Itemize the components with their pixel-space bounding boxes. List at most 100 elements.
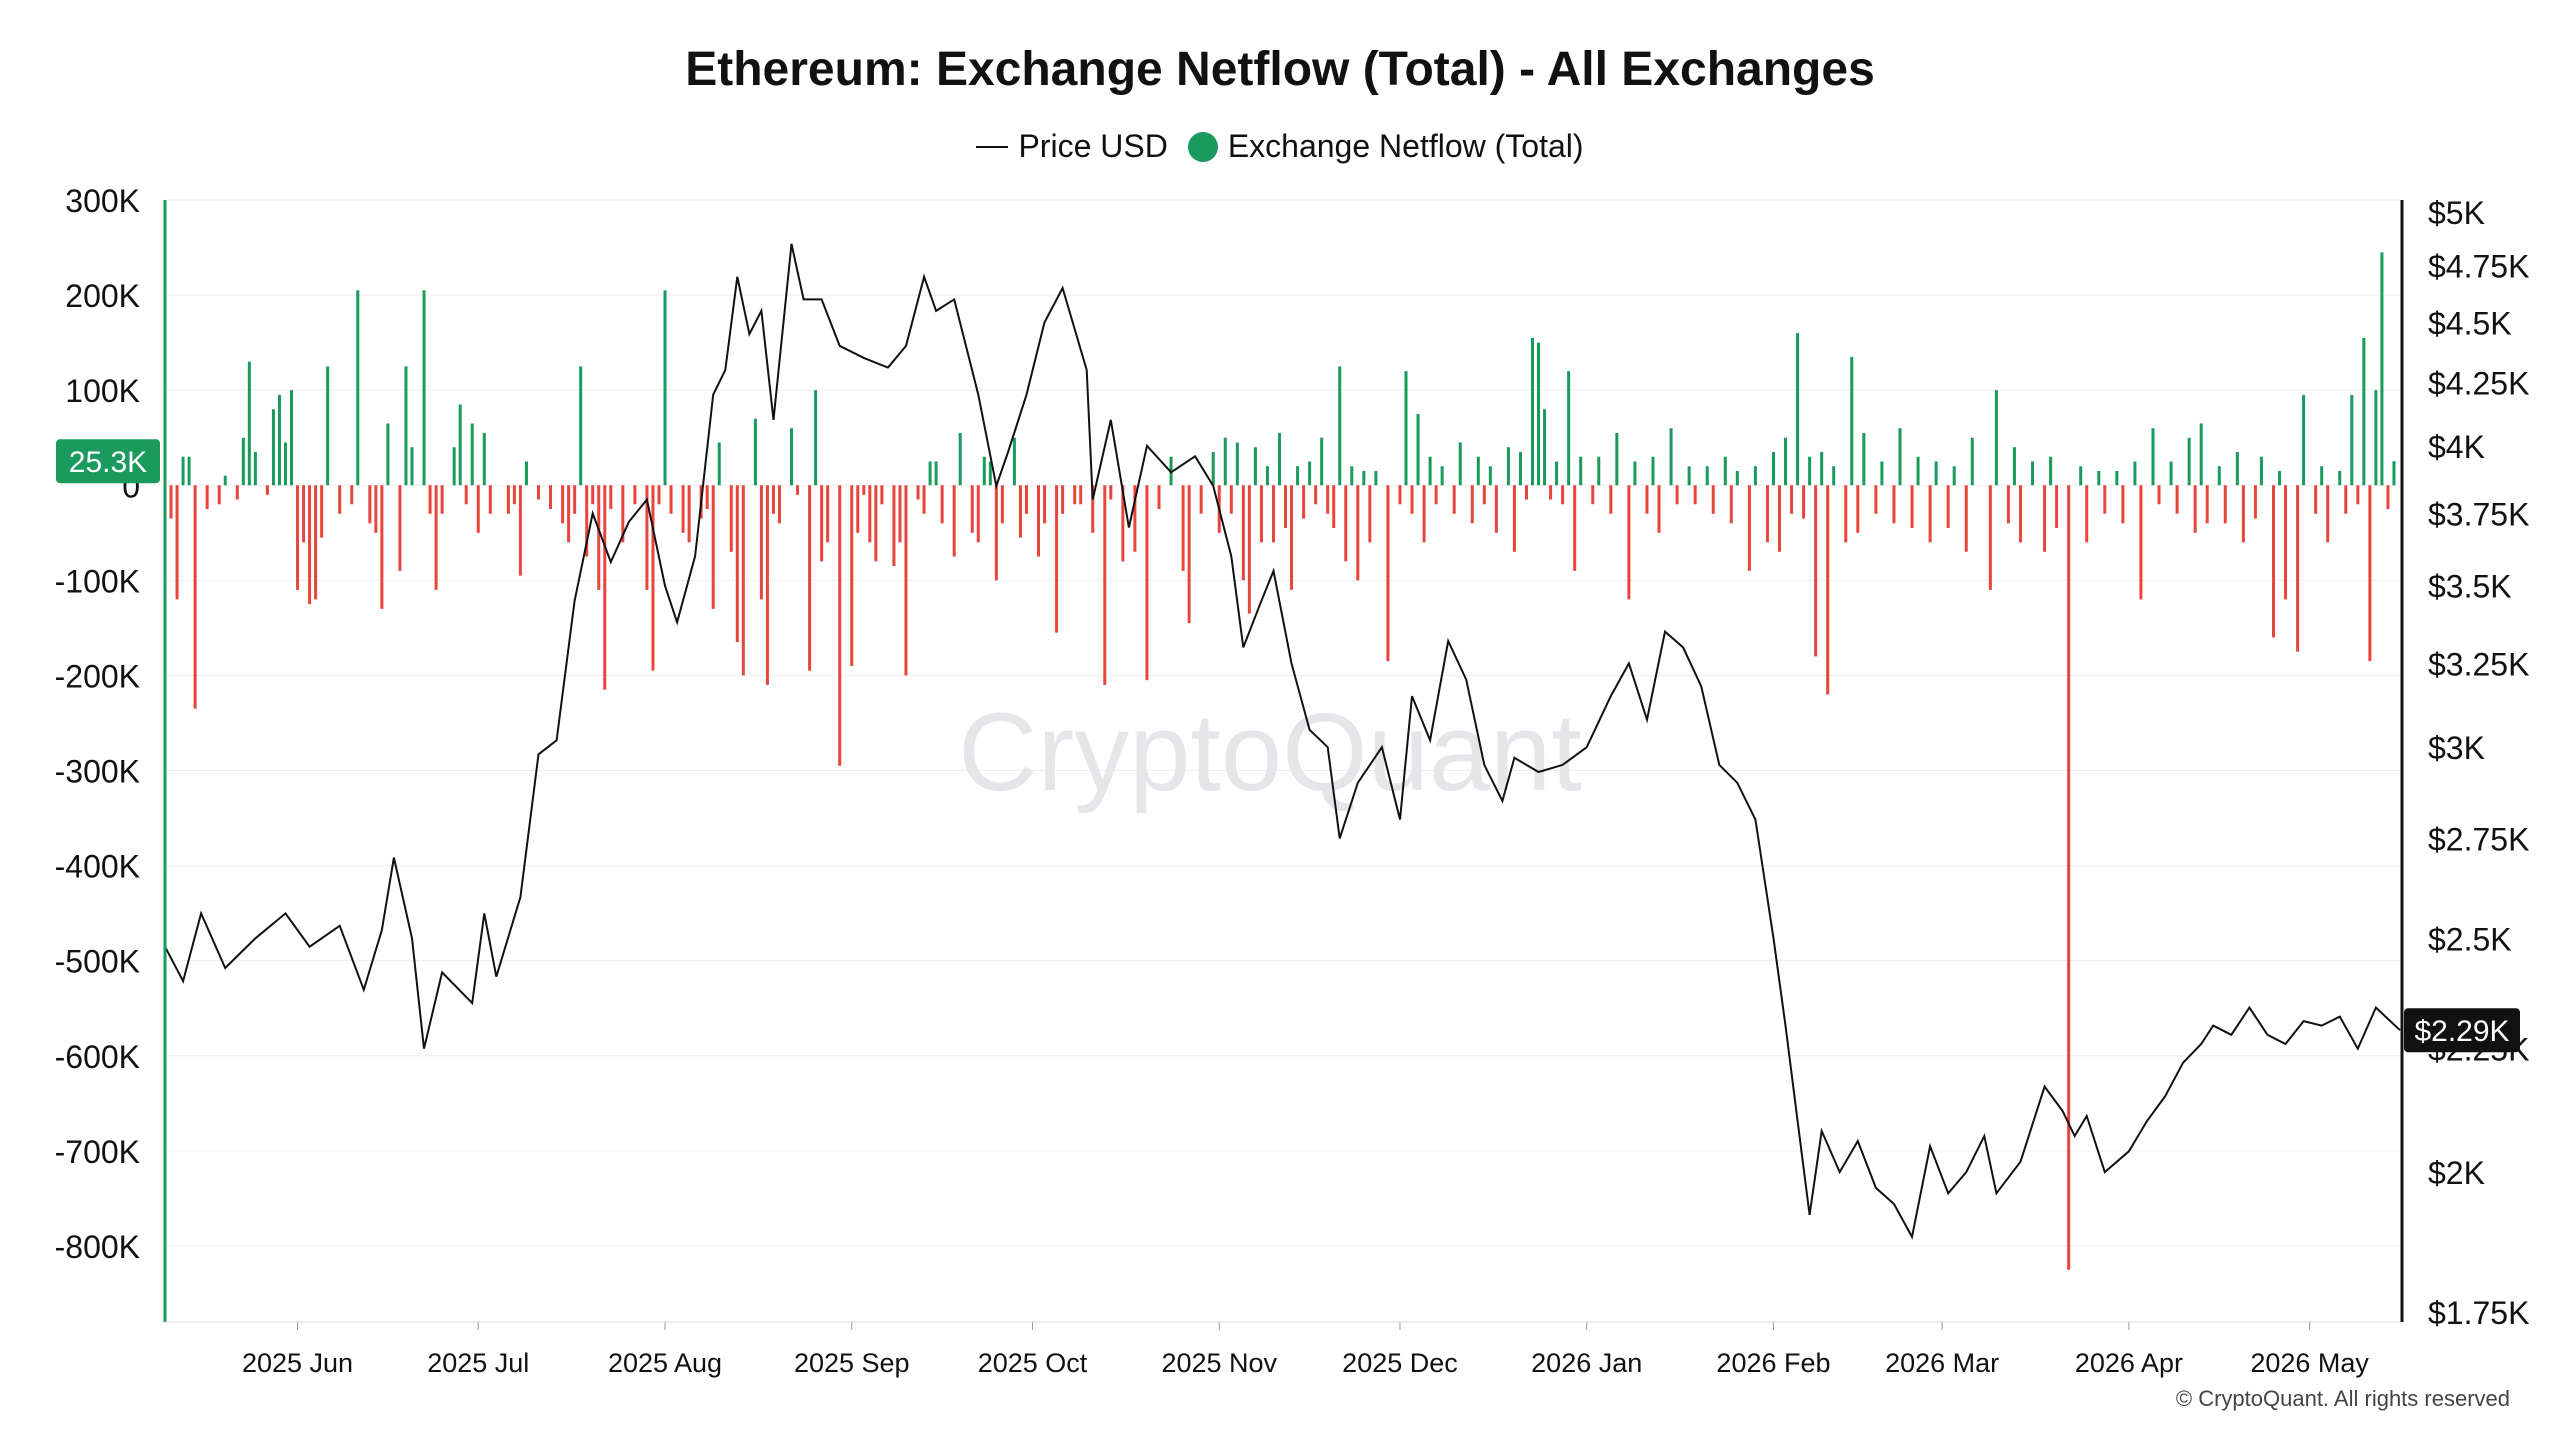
netflow-bar [603, 485, 607, 690]
netflow-bar [753, 418, 757, 486]
netflow-bar [1506, 447, 1510, 486]
netflow-bar [1874, 485, 1878, 514]
netflow-bar [1157, 485, 1161, 510]
netflow-bar [1747, 485, 1751, 571]
netflow-bar [1374, 470, 1378, 486]
netflow-bar [1386, 485, 1390, 662]
netflow-bar [1518, 451, 1522, 486]
netflow-bar [579, 366, 583, 486]
legend-label-netflow: Exchange Netflow (Total) [1227, 128, 1584, 164]
legend-item-netflow[interactable]: Exchange Netflow (Total) [1187, 128, 1584, 165]
right-tick-label: $3.5K [2428, 569, 2512, 605]
netflow-bar [1326, 485, 1330, 514]
netflow-bar [2121, 485, 2125, 524]
netflow-bar [253, 451, 257, 486]
netflow-bar [2031, 461, 2035, 486]
netflow-bar [952, 485, 956, 557]
netflow-bar [2067, 485, 2071, 1270]
x-tick-label: 2025 Aug [608, 1348, 722, 1378]
legend-line-symbol [976, 145, 1009, 148]
netflow-bar [2187, 437, 2191, 486]
left-tick-label: 300K [65, 183, 140, 219]
netflow-bar [404, 366, 408, 486]
netflow-bar [2151, 428, 2155, 486]
netflow-bar [1597, 456, 1601, 486]
netflow-bar [2235, 451, 2239, 486]
legend-item-price[interactable]: Price USD [976, 128, 1168, 165]
netflow-bar [591, 485, 595, 505]
netflow-bar [1410, 485, 1414, 514]
netflow-bar [464, 485, 468, 505]
right-tick-label: $3.75K [2428, 496, 2529, 532]
netflow-bar [1633, 461, 1637, 486]
netflow-bar [970, 485, 974, 533]
netflow-bar [2139, 485, 2143, 600]
netflow-bar [814, 390, 818, 486]
netflow-bar [1814, 485, 1818, 657]
netflow-bar [1543, 409, 1547, 486]
netflow-bar [1482, 485, 1486, 505]
right-tick-label: $1.75K [2428, 1295, 2529, 1331]
netflow-bar [868, 485, 872, 543]
netflow-bar [1416, 413, 1420, 486]
netflow-bar [2217, 466, 2221, 486]
netflow-bar [1946, 485, 1950, 529]
netflow-bar [2175, 485, 2179, 514]
x-tick-label: 2025 Jun [242, 1348, 353, 1378]
right-tick-label: $4.25K [2428, 365, 2529, 401]
netflow-bar [386, 423, 390, 486]
netflow-bar [2320, 466, 2324, 486]
netflow-bar [976, 485, 980, 543]
netflow-bar [711, 485, 715, 609]
netflow-bar [2043, 485, 2047, 552]
netflow-bar [187, 456, 191, 486]
netflow-bar [2326, 485, 2330, 543]
netflow-bar [1796, 333, 1800, 486]
price-current-label: $2.29K [2414, 1015, 2509, 1048]
netflow-bar [2278, 470, 2282, 486]
right-tick-label: $2K [2428, 1155, 2485, 1191]
netflow-bar [1271, 485, 1275, 543]
left-tick-label: -100K [55, 563, 140, 599]
netflow-bar [1892, 485, 1896, 524]
netflow-bar [1735, 470, 1739, 486]
netflow-bar [1573, 485, 1577, 571]
right-tick-label: $2.5K [2428, 921, 2512, 957]
netflow-bar [1675, 485, 1679, 505]
netflow-bar [1880, 461, 1884, 486]
netflow-bar [1091, 485, 1095, 533]
netflow-bar [2157, 485, 2161, 505]
netflow-bar [663, 290, 667, 486]
netflow-bar [1018, 485, 1022, 538]
netflow-bar [1121, 485, 1125, 562]
netflow-bar [452, 447, 456, 486]
netflow-bar [916, 485, 920, 500]
netflow-bars [169, 252, 2396, 1270]
netflow-bar [1784, 437, 1788, 486]
netflow-bar [717, 442, 721, 486]
left-tick-label: 100K [65, 373, 140, 409]
netflow-bar [1778, 485, 1782, 552]
netflow-bar [1753, 466, 1757, 486]
netflow-bar [350, 485, 354, 505]
netflow-bar [904, 485, 908, 676]
netflow-bar [193, 485, 197, 709]
netflow-bar [1615, 432, 1619, 486]
netflow-bar [1651, 456, 1655, 486]
netflow-bar [777, 485, 781, 524]
netflow-bar [1645, 485, 1649, 514]
left-tick-label: -300K [55, 754, 140, 790]
netflow-bar [482, 432, 486, 486]
netflow-bar [320, 485, 324, 538]
netflow-bar [2199, 423, 2203, 486]
netflow-bar [549, 485, 553, 510]
netflow-bar [2193, 485, 2197, 533]
netflow-bar [1591, 485, 1595, 505]
netflow-bar [247, 361, 251, 486]
netflow-bar [928, 461, 932, 486]
netflow-bar [1994, 390, 1998, 486]
netflow-bar [771, 485, 775, 514]
netflow-bar [1211, 451, 1215, 486]
netflow-bar [1223, 437, 1227, 486]
netflow-bar [169, 485, 173, 519]
